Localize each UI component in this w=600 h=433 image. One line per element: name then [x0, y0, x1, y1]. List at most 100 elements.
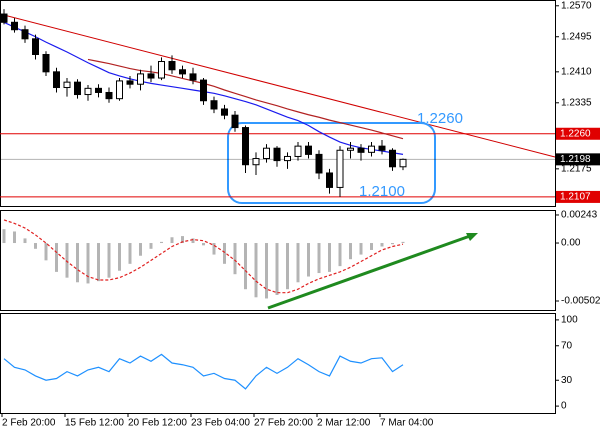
level-label: 1.2107 [560, 192, 591, 203]
y-tick-label: 1.2410 [561, 66, 592, 77]
histogram-bar [202, 243, 205, 246]
panel-frame [0, 313, 556, 414]
candle-body [21, 29, 29, 40]
histogram-bar [118, 243, 121, 271]
candle-body [74, 81, 81, 96]
histogram-bar [65, 243, 69, 278]
y-tick-label: 0.00 [561, 238, 581, 249]
candle-body [105, 91, 113, 100]
candle-body [273, 147, 281, 162]
indicator-line [3, 353, 404, 390]
histogram-bar [97, 243, 100, 282]
candle-body [168, 61, 176, 71]
histogram-bar [244, 243, 247, 290]
candle-body [95, 87, 102, 93]
histogram-bar [380, 243, 384, 247]
candle-body [336, 149, 344, 188]
candle-body [368, 145, 375, 153]
level-box [556, 153, 600, 166]
candle-body [315, 153, 323, 174]
candle-body [137, 73, 144, 85]
candle-body [42, 53, 50, 73]
histogram-bar [170, 237, 174, 244]
y-tick-label: 1.2175 [561, 163, 592, 174]
histogram-bar [55, 243, 58, 272]
histogram-bar [391, 243, 394, 245]
candle-body [53, 71, 60, 89]
panel-frame [0, 0, 556, 207]
arrow-head [466, 233, 478, 241]
histogram-bar [44, 243, 48, 261]
histogram-bar [107, 243, 111, 278]
histogram-bar [307, 243, 310, 277]
histogram-bar [191, 238, 195, 244]
candle-body [294, 145, 302, 157]
annotation: 1.2260 [417, 110, 463, 127]
x-tick-label: 20 Feb 12:00 [128, 418, 187, 429]
candle-body [116, 80, 123, 100]
histogram-bar [296, 243, 300, 283]
x-tick-label: 27 Feb 20:00 [254, 418, 313, 429]
x-tick-label: 7 Mar 04:00 [380, 418, 434, 429]
histogram-bar [223, 243, 226, 264]
indicator-line [3, 219, 404, 294]
candle-body [0, 13, 8, 23]
candle-body [84, 87, 92, 96]
histogram-bar [212, 243, 216, 255]
y-tick-label: 30 [561, 375, 573, 386]
histogram-bar [13, 231, 16, 244]
histogram-bar [139, 243, 142, 256]
level-label: 1.2260 [560, 128, 591, 139]
candle-body [252, 158, 260, 166]
candle-body [305, 145, 312, 155]
panel-frame [0, 210, 556, 311]
level-box [556, 190, 600, 203]
candle-body [221, 108, 228, 116]
candle-body [179, 69, 186, 75]
histogram-bar [254, 243, 258, 298]
y-tick-label: 1.2495 [561, 31, 592, 42]
histogram-bar [286, 243, 289, 290]
candle-body [189, 73, 197, 81]
candle-body [242, 127, 249, 166]
histogram-bar [160, 241, 163, 244]
level-box [556, 127, 600, 140]
candle-body [32, 38, 39, 55]
candle-body [389, 149, 396, 168]
histogram-bar [181, 236, 184, 244]
histogram-bar [317, 243, 321, 274]
annotation: 1.2100 [359, 183, 405, 200]
candle-body [147, 73, 155, 79]
histogram-bar [265, 243, 268, 299]
candle-body [347, 147, 354, 151]
x-tick-label: 2 Mar 12:00 [317, 418, 371, 429]
y-tick-label: 0 [561, 401, 567, 412]
candle-body [357, 147, 365, 153]
histogram-bar [23, 238, 27, 244]
histogram-bar [2, 229, 6, 244]
x-tick-label: 2 Feb 20:00 [2, 418, 56, 429]
x-tick-label: 15 Feb 12:00 [65, 418, 124, 429]
highlight-box [227, 122, 436, 204]
candle-body [231, 114, 239, 129]
y-tick-label: 100 [561, 315, 578, 326]
y-tick-label: -0.00502 [561, 296, 600, 307]
x-tick-label: 23 Feb 04:00 [191, 418, 250, 429]
histogram-bar [328, 243, 331, 272]
histogram-bar [359, 243, 363, 255]
level-label: 1.2198 [560, 154, 591, 165]
histogram-bar [338, 243, 342, 267]
histogram-bar [370, 243, 373, 250]
candle-body [263, 147, 270, 160]
histogram-bar [86, 243, 90, 284]
histogram-bar [76, 243, 79, 283]
trend-line [0, 13, 556, 158]
y-tick-label: 0.00243 [561, 210, 598, 221]
histogram-bar [349, 243, 352, 260]
y-tick-label: 1.2335 [561, 97, 592, 108]
candle-body [326, 172, 333, 188]
histogram-bar [275, 243, 279, 295]
candle-body [200, 79, 207, 102]
